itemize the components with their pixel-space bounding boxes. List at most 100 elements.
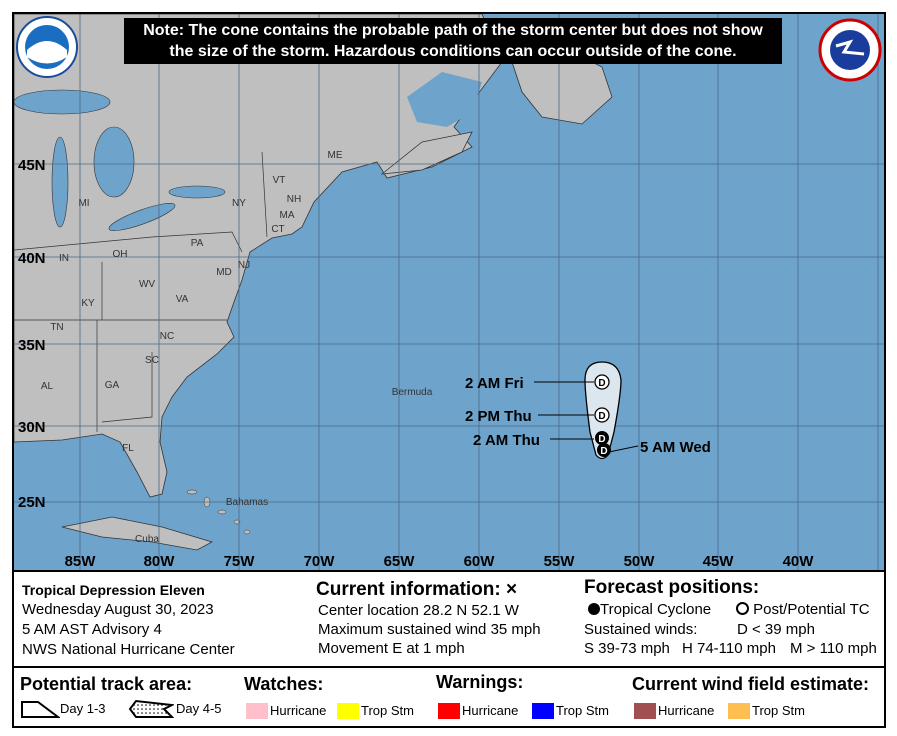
storm-info-panel: Tropical Depression Eleven Wednesday Aug…: [12, 570, 886, 668]
lat-label: 40N: [18, 250, 46, 267]
track-label-wed: 5 AM Wed: [640, 439, 711, 456]
hurricane-watch-swatch: [246, 703, 268, 719]
state-label: CT: [271, 224, 284, 235]
storm-name: Tropical Depression Eleven: [22, 582, 205, 598]
track-point-symbol: D: [598, 434, 605, 445]
state-label: MI: [78, 198, 89, 209]
tropstorm-wind-label: Trop Stm: [752, 703, 805, 718]
lake-ontario: [168, 185, 226, 199]
hurricane-warning-swatch: [438, 703, 460, 719]
track-leader-lines: [534, 381, 639, 453]
issuing-center: NWS National Hurricane Center: [22, 641, 235, 658]
track-label-fri: 2 AM Fri: [465, 375, 524, 392]
state-label: ME: [328, 150, 343, 161]
state-border: [101, 352, 153, 423]
day1-3-cone-icon: [21, 701, 60, 718]
state-label: TN: [50, 322, 63, 333]
state-label: AL: [41, 381, 54, 392]
hurricane-wind-swatch: [634, 703, 656, 719]
lat-label: 35N: [18, 337, 46, 354]
lon-label: 80W: [144, 553, 176, 570]
wind-category-m: M > 110 mph: [790, 640, 877, 657]
current-info-title: Current information: ×: [316, 579, 518, 600]
track-point-symbol: D: [598, 378, 605, 389]
lon-label: 70W: [304, 553, 336, 570]
lake-erie: [108, 203, 176, 231]
hurricane-wind-label: Hurricane: [658, 703, 715, 718]
track-point-symbol: D: [598, 411, 605, 422]
hurricane-watch-label: Hurricane: [270, 703, 327, 718]
state-label: VA: [176, 294, 189, 305]
warnings-title: Warnings:: [436, 672, 524, 692]
wind-category-d: D < 39 mph: [737, 621, 815, 638]
track-point-fri-2am: [594, 374, 610, 390]
nws-logo: [818, 18, 882, 82]
day4-5-label: Day 4-5: [176, 701, 222, 716]
track-point-thu-2am: [595, 431, 609, 445]
note-line-1: Note: The cone contains the probable pat…: [143, 22, 763, 39]
forecast-map: D D D D 2 AM Fri 2 PM Thu 2 AM Thu 5 AM …: [12, 12, 886, 572]
state-label: NH: [287, 194, 301, 205]
state-label: NJ: [238, 260, 250, 271]
track-area-title: Potential track area:: [20, 674, 193, 694]
tropstorm-warning-swatch: [532, 703, 554, 719]
state-label: MA: [280, 210, 295, 221]
cone-note: Note: The cone contains the probable pat…: [124, 18, 782, 64]
state-label: OH: [113, 249, 128, 260]
state-label: KY: [81, 298, 95, 309]
state-label: NC: [160, 331, 174, 342]
track-label-thu-am: 2 AM Thu: [473, 432, 540, 449]
state-label: VT: [273, 175, 286, 186]
state-label: WV: [139, 279, 155, 290]
track-point-thu-2pm: [594, 407, 610, 423]
day4-5-cone-icon: [128, 699, 174, 718]
noaa-logo: [16, 16, 78, 78]
lon-label: 85W: [65, 553, 97, 570]
tropstorm-watch-label: Trop Stm: [361, 703, 414, 718]
legend-panel: Potential track area: Day 1-3 Day 4-5 Wa…: [12, 666, 886, 728]
lake-huron: [93, 126, 135, 198]
day1-3-label: Day 1-3: [60, 701, 106, 716]
note-line-2: the size of the storm. Hazardous conditi…: [169, 43, 737, 60]
tropstorm-wind-swatch: [728, 703, 750, 719]
state-label: FL: [122, 443, 134, 454]
movement: Movement E at 1 mph: [318, 640, 465, 657]
forecast-positions-title: Forecast positions:: [584, 577, 760, 598]
track-label-thu-pm: 2 PM Thu: [465, 408, 532, 425]
wind-category-s: S 39-73 mph: [584, 640, 670, 657]
lon-label: 45W: [703, 553, 735, 570]
nova-scotia: [380, 131, 473, 175]
wind-category-h: H 74-110 mph: [682, 640, 776, 657]
sustained-winds-label: Sustained winds:: [584, 621, 698, 638]
lon-label: 50W: [624, 553, 656, 570]
cuba-label: Cuba: [135, 534, 159, 545]
state-label: GA: [105, 380, 120, 391]
lon-label: 65W: [384, 553, 416, 570]
state-border: [261, 151, 268, 238]
advisory-date: Wednesday August 30, 2023: [22, 601, 214, 618]
post-potential-tc-key: Post/Potential TC: [753, 601, 870, 618]
filled-circle-icon: [588, 603, 600, 615]
state-label: MD: [216, 267, 232, 278]
lon-label: 40W: [783, 553, 815, 570]
state-label: IN: [59, 253, 69, 264]
watches-title: Watches:: [244, 674, 324, 694]
state-label: SC: [145, 355, 159, 366]
wind-field-title: Current wind field estimate:: [632, 674, 870, 694]
bahamas-label: Bahamas: [226, 497, 268, 508]
track-point-wed-5am: [597, 443, 611, 457]
track-point-symbol: D: [600, 446, 607, 457]
tropstorm-watch-swatch: [337, 703, 359, 719]
lat-label: 45N: [18, 157, 46, 174]
hurricane-warning-label: Hurricane: [462, 703, 519, 718]
lon-label: 75W: [224, 553, 256, 570]
state-label: PA: [191, 238, 204, 249]
state-borders: [14, 231, 243, 253]
lake-superior: [14, 89, 111, 115]
map-canvas: D D D D 2 AM Fri 2 PM Thu 2 AM Thu 5 AM …: [14, 14, 884, 570]
open-circle-icon: [736, 602, 749, 615]
lat-label: 30N: [18, 419, 46, 436]
grid-lines: [14, 14, 884, 570]
advisory-number: 5 AM AST Advisory 4: [22, 621, 162, 638]
lon-label: 55W: [544, 553, 576, 570]
